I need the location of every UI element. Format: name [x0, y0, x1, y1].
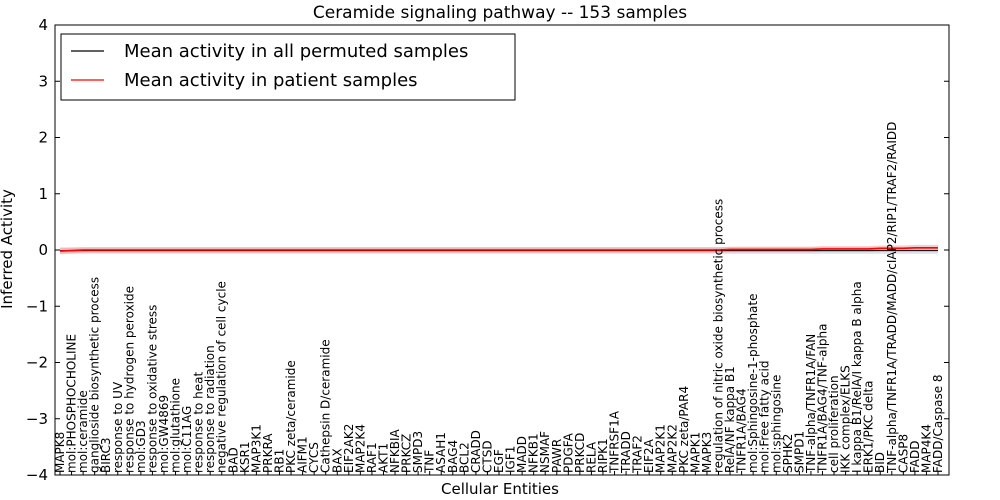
y-tick-label: 2	[38, 129, 48, 147]
x-tick-label: mol:Free fatty acid	[758, 361, 772, 474]
legend-box	[60, 33, 516, 101]
x-tick-label: response to oxidative stress	[145, 305, 159, 473]
x-tick-label: response to radiation	[203, 345, 217, 473]
x-tick-label: AKT1	[377, 443, 391, 473]
x-tick-label: MAP2K4	[353, 424, 367, 473]
legend-label-patient: Mean activity in patient samples	[124, 70, 418, 91]
x-tick-label: PKC zeta/PAR4	[677, 386, 691, 473]
x-tick-label: TRADD	[619, 431, 633, 474]
x-tick-label: RELA	[584, 441, 598, 473]
y-tick-label: −3	[26, 410, 48, 428]
x-tick-label: ERK1/PKC delta	[862, 380, 876, 473]
x-tick-label: Cathepsin D/ceramide	[319, 339, 333, 473]
x-tick-label: TNFR1A/BAG4/TNF-alpha	[816, 324, 830, 474]
x-tick-label: mol:glutathione	[169, 378, 183, 473]
x-tick-label: response to hydrogen peroxide	[122, 286, 136, 473]
y-tick-label: −4	[26, 466, 48, 484]
y-axis-ticks: −4 −3 −2 −1 0 1 2 3 4	[26, 16, 949, 484]
x-tick-label: RelA/NF kappa B1	[723, 366, 737, 473]
x-tick-label: SPHK2	[781, 434, 795, 473]
x-tick-label: MADD	[515, 436, 529, 473]
x-tick-label: AIFM1	[296, 436, 310, 473]
x-tick-label: regulation of nitric oxide biosynthetic …	[712, 199, 726, 473]
x-tick-label: TRAF2	[631, 435, 645, 474]
series-line-patient	[59, 247, 938, 252]
x-tick-label: PDGFA	[561, 432, 575, 473]
plot-frame	[54, 24, 950, 476]
x-tick-label: EGF	[492, 449, 506, 473]
x-tick-label: mol:PHOSPHOCHOLINE	[65, 334, 79, 473]
x-tick-label: BCL2	[457, 442, 471, 473]
x-tick-label: KSR1	[238, 442, 252, 473]
y-tick-label: 3	[38, 72, 48, 90]
x-tick-label: NFKB1	[527, 433, 541, 473]
x-tick-label: BID	[873, 452, 887, 473]
x-tick-label: MAP3K1	[249, 424, 263, 473]
x-tick-label: SMPD3	[411, 431, 425, 473]
x-tick-label: MAP4K4	[919, 424, 933, 473]
x-axis-label: Cellular Entities	[441, 480, 559, 498]
x-tick-label: MAPK1	[688, 432, 702, 473]
legend: Mean activity in all permuted samples Me…	[60, 33, 516, 101]
x-tick-label: TNF-alpha/TNFR1A/TRADD/MADD/cIAP2/RIP1/T…	[885, 122, 899, 474]
y-tick-label: −1	[26, 297, 48, 315]
x-tick-label: BAX	[330, 448, 344, 473]
x-tick-label: TNF	[423, 450, 437, 474]
x-tick-label: mol:GW4869	[157, 395, 171, 473]
x-tick-label: MAP2K1	[654, 424, 668, 473]
x-tick-label: ASAH1	[434, 432, 448, 473]
legend-label-permuted: Mean activity in all permuted samples	[124, 41, 468, 62]
x-tick-label: ganglioside biosynthetic process	[88, 277, 102, 473]
x-tick-label: IGF1	[504, 446, 518, 473]
x-tick-label: TNFR1A/BAG4	[735, 388, 749, 474]
x-tick-label: PKC zeta/ceramide	[284, 360, 298, 473]
x-tick-label: MAP2K2	[665, 424, 679, 473]
x-tick-label: NSMAF	[538, 431, 552, 473]
x-tick-label: EIF2A	[642, 438, 656, 473]
x-tick-label: response to heat	[192, 371, 206, 473]
x-tick-label: mol:sphingosine	[769, 375, 783, 473]
y-tick-label: 1	[38, 185, 48, 203]
x-tick-label: TNFRSF1A	[608, 410, 622, 474]
x-tick-label: CTSD	[480, 440, 494, 473]
x-tick-label: BIRC3	[99, 437, 113, 473]
x-tick-label: MAPK8	[53, 432, 67, 473]
x-tick-label: CYCS	[307, 442, 321, 473]
y-tick-label: 4	[38, 16, 48, 34]
x-tick-label: PAWR	[550, 439, 564, 473]
x-tick-label: EIF2AK2	[342, 424, 356, 473]
x-tick-label: mol:ceramide	[76, 390, 90, 473]
x-tick-label: mol:C11AG	[180, 406, 194, 473]
x-tick-label: CRADD	[469, 430, 483, 473]
x-tick-label: PRKRA	[261, 433, 275, 473]
y-tick-label: −2	[26, 354, 48, 372]
x-tick-label: mol:Sphingosine-1-phosphate	[746, 294, 760, 474]
x-tick-label: BAG4	[446, 440, 460, 473]
x-tick-label: FADD/Caspase 8	[931, 374, 945, 473]
x-tick-label: cell proliferation	[827, 375, 841, 473]
x-axis-ticks: MAPK8mol:PHOSPHOCHOLINEmol:ceramidegangl…	[53, 122, 945, 475]
chart-title: Ceramide signaling pathway -- 153 sample…	[313, 3, 687, 23]
x-tick-label: mol:GD3	[134, 420, 148, 473]
x-tick-label: CASP8	[896, 434, 910, 473]
x-tick-label: TNF-alpha/TNFR1A/FAN	[804, 334, 818, 474]
x-tick-label: SMPD1	[792, 431, 806, 473]
x-tick-label: negative regulation of cell cycle	[215, 281, 229, 473]
x-tick-label: BAD	[226, 447, 240, 473]
series-lines	[59, 247, 938, 252]
x-tick-label: PRKCZ	[400, 434, 414, 473]
x-tick-label: FADD	[908, 441, 922, 474]
y-tick-label: 0	[38, 241, 48, 259]
x-tick-label: RAF1	[365, 442, 379, 473]
x-tick-label: MAPK3	[700, 432, 714, 473]
x-tick-label: I kappa B1/RelA/I kappa B alpha	[850, 281, 864, 473]
x-tick-label: IKK complex/ELKS	[839, 365, 853, 473]
x-tick-label: response to UV	[111, 381, 125, 473]
y-axis-label: Inferred Activity	[0, 189, 16, 309]
x-tick-label: NFKBIA	[388, 428, 402, 473]
x-tick-label: RIPK1	[596, 438, 610, 473]
x-tick-label: RB1	[273, 449, 287, 473]
x-tick-label: PRKCD	[573, 433, 587, 473]
